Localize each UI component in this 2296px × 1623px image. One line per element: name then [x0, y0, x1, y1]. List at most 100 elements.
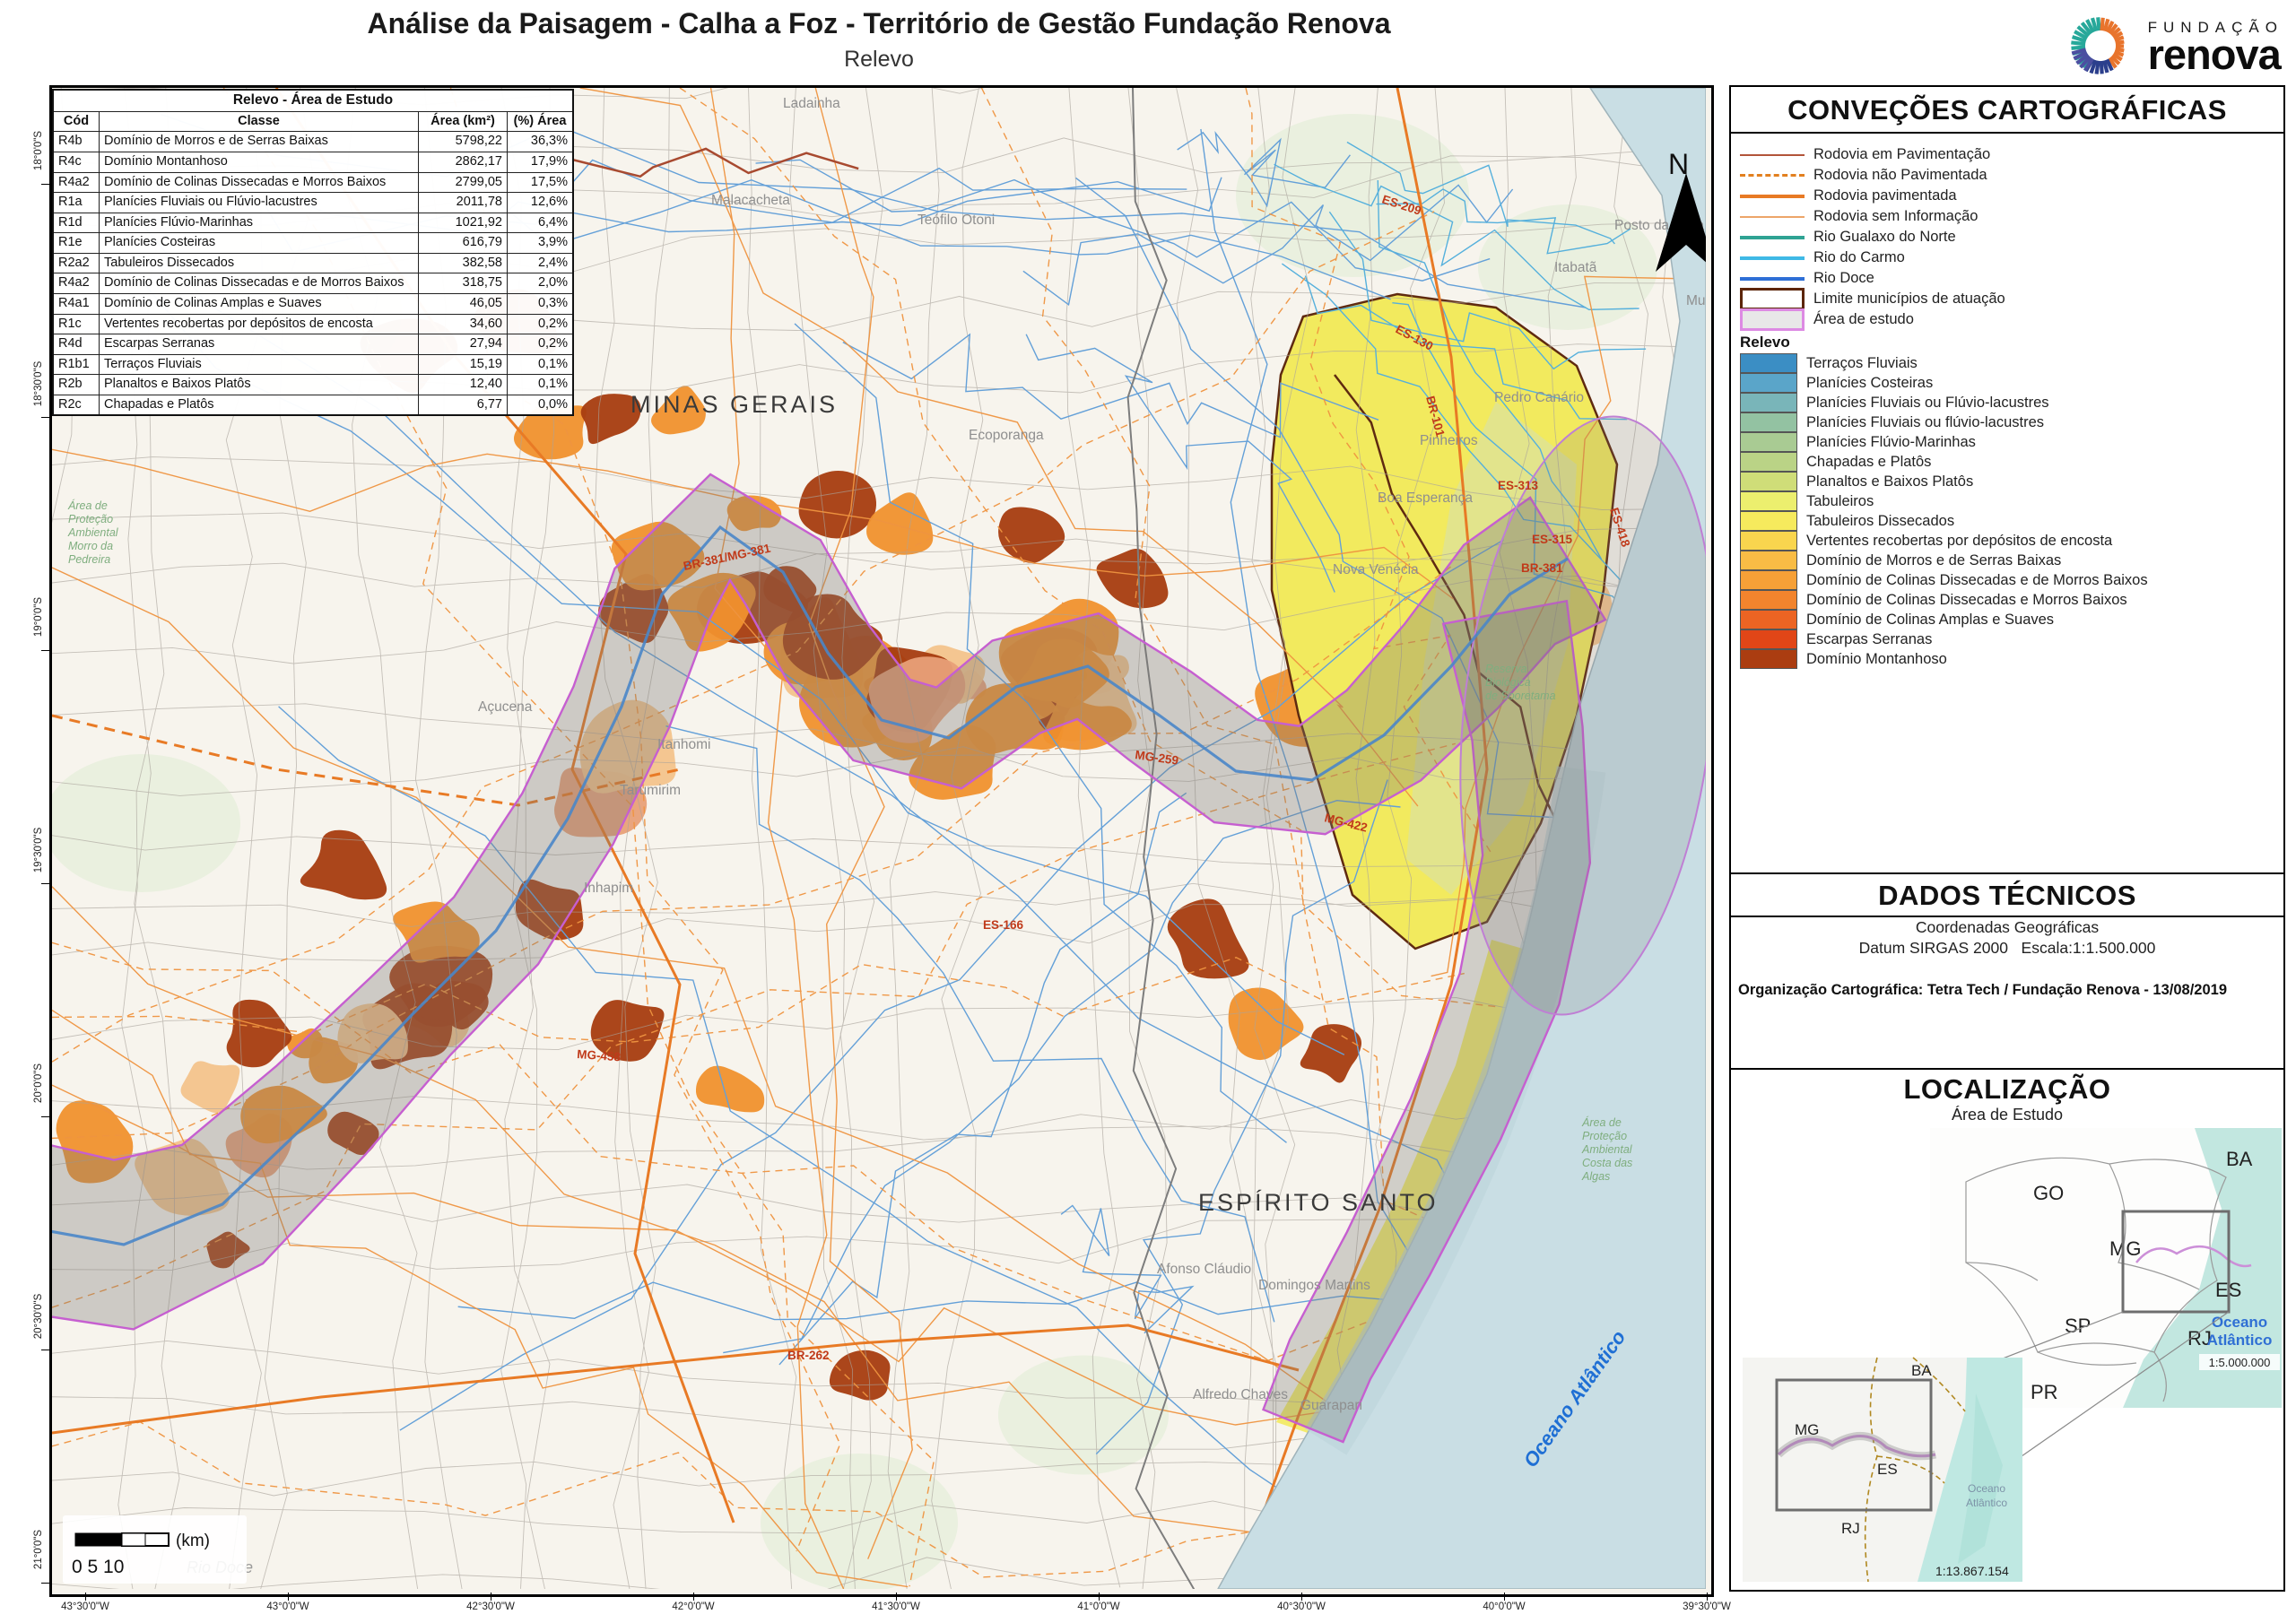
legend-symbol: [1740, 153, 1805, 156]
longitude-label: 40°30'0"W: [1277, 1601, 1326, 1612]
scalebar-left: [74, 1532, 123, 1547]
protected-area-label: Algas: [1581, 1170, 1610, 1183]
legend-symbol: [1740, 288, 1805, 310]
relief-color-swatch: [1740, 472, 1797, 491]
renova-spiral-logo-icon: [2070, 17, 2125, 74]
latitude-tick: [41, 1116, 49, 1117]
svg-text:Atlântico: Atlântico: [1966, 1497, 2007, 1509]
location-title: LOCALIZAÇÃO: [1903, 1073, 2111, 1105]
latitude-label: 20°0'0"S: [33, 1063, 44, 1104]
relief-color-swatch: [1740, 610, 1797, 629]
page-title: Análise da Paisagem - Calha a Foz - Terr…: [367, 7, 1391, 39]
city-label: Domingos Martins: [1258, 1278, 1370, 1293]
relief-color-swatch: [1740, 353, 1797, 373]
relief-legend-item: Planícies Costeiras: [1731, 373, 2283, 393]
protected-area-label: Pedreira: [68, 553, 110, 566]
legend-symbol: [1740, 174, 1805, 177]
latitude-tick: [41, 1583, 49, 1584]
relief-color-swatch: [1740, 649, 1797, 669]
legend-line-item: Rodovia sem Informação: [1731, 206, 2283, 227]
page-subtitle: Relevo: [844, 47, 914, 72]
protected-area-label: Área de: [1581, 1115, 1622, 1129]
relief-color-swatch: [1740, 590, 1797, 610]
protected-area-label: Proteção: [1582, 1130, 1627, 1142]
longitude-label: 42°0'0"W: [672, 1601, 715, 1612]
city-label: Açucena: [478, 699, 533, 715]
city-label: Itanhomi: [657, 737, 710, 752]
table-row: R2c Chapadas e Platôs 6,77 0,0%: [52, 394, 574, 416]
scalebar-unit: (km): [176, 1532, 210, 1550]
relief-color-swatch: [1740, 570, 1797, 590]
table-title: Relevo - Área de Estudo: [52, 89, 574, 112]
road-shield-label: ES-166: [983, 918, 1024, 932]
table-row: R4d Escarpas Serranas 27,94 0,2%: [52, 334, 574, 355]
inset-zoom-state-label: BA: [1911, 1362, 1932, 1379]
legend-symbol: [1740, 276, 1805, 281]
relief-color-swatch: [1740, 511, 1797, 531]
inset-ocean-label: Oceano: [2212, 1314, 2267, 1331]
longitude-tick: [288, 1593, 289, 1601]
legend-line-item: Rodovia não Pavimentada: [1731, 165, 2283, 186]
city-label: Afonso Cláudio: [1157, 1262, 1251, 1277]
relief-legend-item: Domínio Montanhoso: [1731, 649, 2283, 669]
legend-symbol: [1740, 256, 1805, 260]
relief-legend-item: Planícies Fluviais ou Flúvio-lacustres: [1731, 393, 2283, 412]
latitude-label: 18°0'0"S: [33, 130, 44, 171]
location-subtitle: Área de Estudo: [1951, 1106, 2064, 1124]
legend-symbol: [1740, 308, 1805, 331]
inset-map-zoom: MG ES BA RJ Oceano Atlântico 1:13.867.154: [1743, 1357, 2022, 1583]
legend-title: CONVEÇÕES CARTOGRÁFICAS: [1787, 94, 2227, 126]
city-label: Mucuri: [1686, 293, 1706, 308]
relief-legend-item: Domínio de Morros e de Serras Baixas: [1731, 551, 2283, 570]
tech-coordinates: Coordenadas Geográficas: [1915, 918, 2100, 936]
north-arrow-letter: N: [1668, 148, 1689, 180]
relief-legend-item: Vertentes recobertas por depósitos de en…: [1731, 531, 2283, 551]
relief-legend-item: Tabuleiros: [1731, 491, 2283, 511]
longitude-label: 42°30'0"W: [466, 1601, 515, 1612]
logo-text-fundacao: FUNDAÇÃO: [2147, 19, 2283, 37]
inset-state-label: GO: [2033, 1182, 2064, 1204]
latitude-tick: [41, 417, 49, 418]
longitude-label: 43°30'0"W: [61, 1601, 109, 1612]
city-label: Guarapari: [1300, 1398, 1362, 1413]
north-arrow-icon: [1656, 173, 1717, 272]
legend-line-item: Rio Gualaxo do Norte: [1731, 227, 2283, 247]
latitude-tick: [41, 184, 49, 185]
protected-area-label: Reserva: [1485, 663, 1527, 675]
protected-area-label: Costa das: [1582, 1157, 1632, 1169]
table-row: R4a2 Domínio de Colinas Dissecadas e Mor…: [52, 171, 574, 194]
table-row: R1e Planícies Costeiras 616,79 3,9%: [52, 232, 574, 254]
relief-color-swatch: [1740, 491, 1797, 511]
longitude-tick: [1099, 1593, 1100, 1601]
table-row: R4c Domínio Montanhoso 2862,17 17,9%: [52, 152, 574, 173]
latitude-label: 20°30'0"S: [33, 1293, 44, 1340]
relief-study-area-table: Relevo - Área de Estudo Cód Classe Área (k…: [52, 89, 574, 417]
legend-symbol: [1740, 235, 1805, 239]
road-shield-label: ES-313: [1498, 479, 1539, 492]
protected-area-label: Proteção: [68, 513, 113, 525]
relief-color-swatch: [1740, 629, 1797, 649]
relief-legend-header: Relevo: [1740, 334, 1790, 351]
relief-color-swatch: [1740, 432, 1797, 452]
legend-symbol: [1740, 194, 1805, 198]
protected-area-label: Morro da: [68, 540, 113, 552]
relief-legend-item: Planaltos e Baixos Platôs: [1731, 472, 2283, 491]
legend-line-item: Rio do Carmo: [1731, 247, 2283, 268]
inset-zoom-extent-rectangle: [1775, 1378, 1933, 1512]
relief-legend-item: Escarpas Serranas: [1731, 629, 2283, 649]
legend-line-item: Rodovia em Pavimentação: [1731, 144, 2283, 165]
latitude-tick: [41, 883, 49, 884]
protected-area-label: de Sooretama: [1485, 690, 1556, 702]
longitude-tick: [1707, 1593, 1708, 1601]
city-label: Inhapim: [584, 881, 633, 896]
fundacao-renova-logo: FUNDAÇÃO renova: [2062, 7, 2283, 84]
city-label: Ladainha: [783, 96, 840, 111]
table-column-header: (%) Área: [507, 110, 574, 133]
relief-color-swatch: [1740, 393, 1797, 412]
relief-legend-item: Terraços Fluviais: [1731, 353, 2283, 373]
inset-zoom-state-label: RJ: [1841, 1520, 1860, 1537]
protected-area-label: Ambiental: [67, 526, 119, 539]
table-row: R1d Planícies Flúvio-Marinhas 1021,92 6,…: [52, 212, 574, 234]
state-label: MINAS GERAIS: [631, 391, 838, 418]
